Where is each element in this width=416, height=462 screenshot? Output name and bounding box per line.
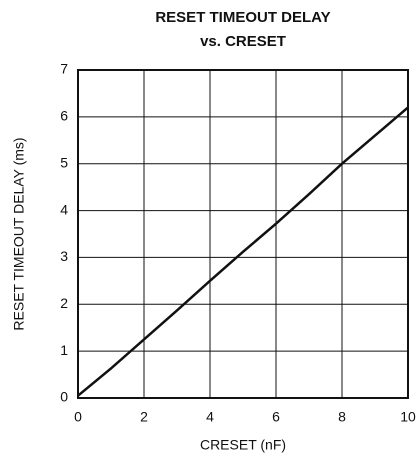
y-tick-label: 0: [60, 389, 68, 405]
x-tick-label: 6: [272, 409, 280, 425]
y-tick-label: 3: [60, 248, 68, 264]
y-tick-label: 2: [60, 295, 68, 311]
y-tick-label: 7: [60, 61, 68, 77]
data-line: [77, 106, 409, 397]
x-tick-label: 2: [140, 409, 148, 425]
x-tick-label: 4: [206, 409, 214, 425]
x-tick-label: 8: [338, 409, 346, 425]
y-tick-label: 4: [60, 201, 68, 217]
y-axis-label: RESET TIMEOUT DELAY (ms): [11, 137, 27, 330]
x-tick-label: 10: [400, 409, 416, 425]
y-tick-label: 5: [60, 154, 68, 170]
chart-subtitle: vs. CRESET: [200, 33, 286, 50]
y-tick-label: 6: [60, 108, 68, 124]
chart-title: RESET TIMEOUT DELAY: [155, 9, 330, 26]
plot-frame: [77, 69, 409, 399]
x-axis-label: CRESET (nF): [200, 437, 286, 453]
y-tick-label: 1: [60, 342, 68, 358]
x-tick-label: 0: [74, 409, 82, 425]
